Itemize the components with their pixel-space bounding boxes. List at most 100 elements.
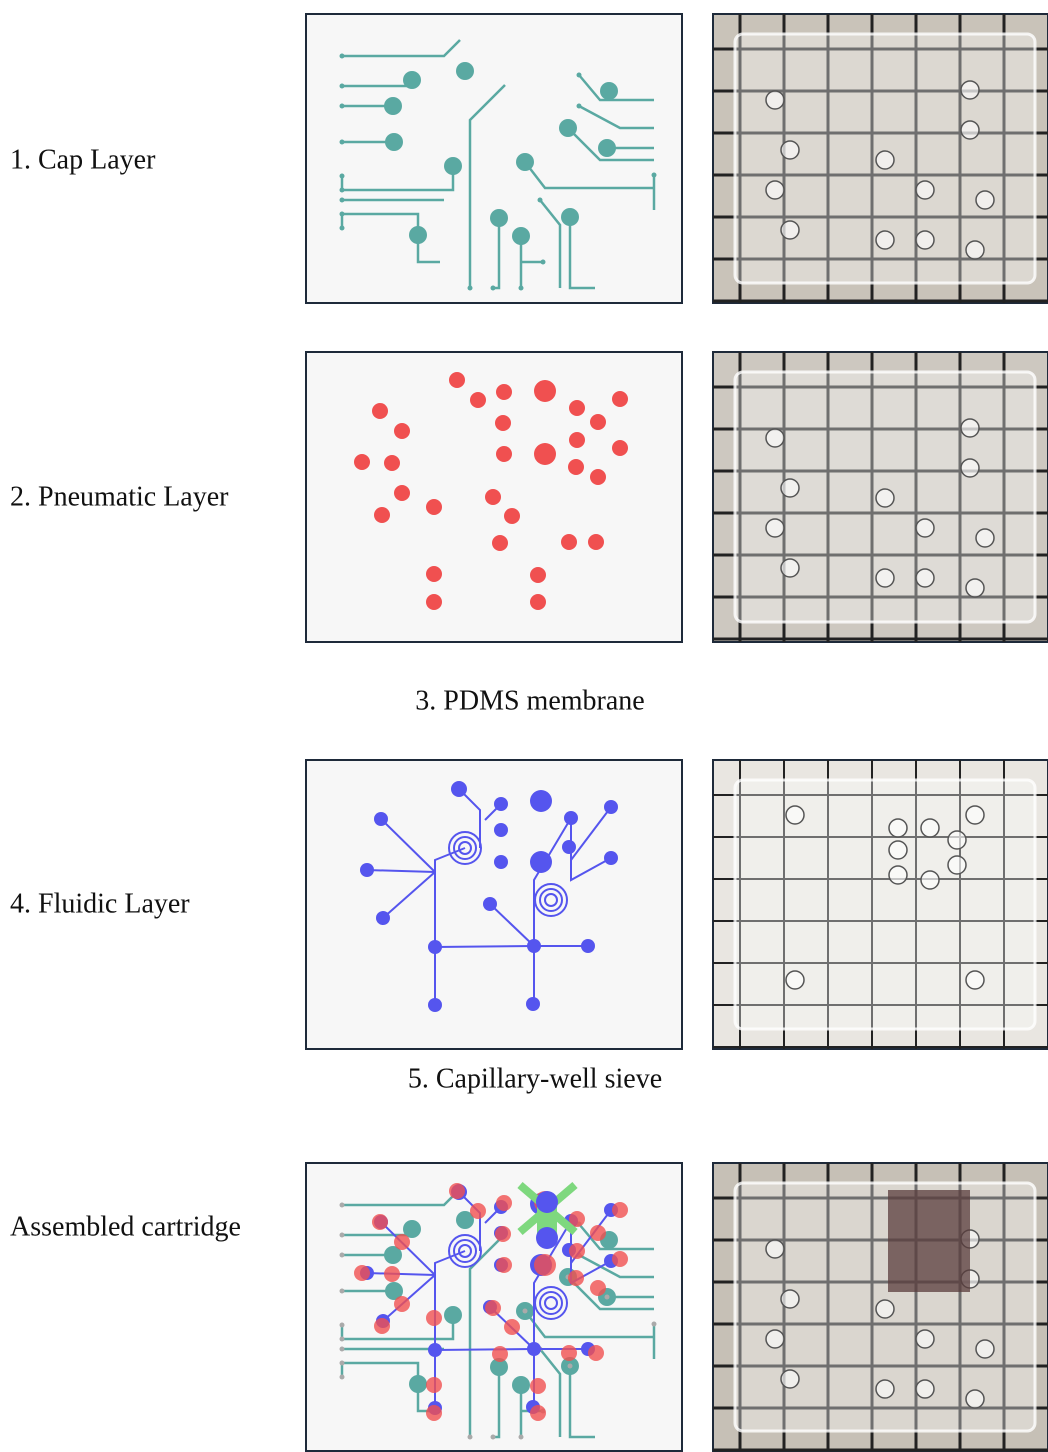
valve [612,1251,628,1267]
valve [426,499,442,515]
valve [354,454,370,470]
via [340,1361,345,1366]
chip-port [766,91,784,109]
chip-port [876,1300,894,1318]
chip-port [781,1290,799,1308]
via [652,1322,657,1327]
port [385,133,403,151]
chip-port [781,141,799,159]
figure: 1. Cap Layer 2. Pneumatic Layer 3. PDMS … [0,0,1048,1452]
via [340,1375,345,1380]
chip-port [966,579,984,597]
port [564,811,578,825]
port [444,157,462,175]
via [340,84,345,89]
photo [713,352,1048,642]
chip-port [781,559,799,577]
chip-port [876,231,894,249]
chip-port [966,971,984,989]
port [494,855,508,869]
chip-port [766,1240,784,1258]
chip-port [948,831,966,849]
port [512,227,530,245]
channel [435,946,588,947]
chip-port [921,819,939,837]
valve [590,1280,606,1296]
photo [713,760,1048,1049]
valve [470,392,486,408]
valve [534,443,556,465]
valve [496,446,512,462]
port [562,840,576,854]
via [340,140,345,145]
port [527,1342,541,1356]
valve [569,432,585,448]
valve [530,567,546,583]
port [456,62,474,80]
port [428,998,442,1012]
via [541,260,546,265]
chip-port [966,1390,984,1408]
chip-port [876,1380,894,1398]
valve [374,1318,390,1334]
chip-port [976,529,994,547]
photo [713,14,1048,303]
port [526,997,540,1011]
via [568,215,573,220]
valve [534,1254,556,1276]
via [340,212,345,217]
chip-port [766,1330,784,1348]
via [340,174,345,179]
chip-port [916,569,934,587]
chip-port [889,841,907,859]
chip-port [961,121,979,139]
via [340,1347,345,1352]
valve [470,1203,486,1219]
chip-port [876,569,894,587]
port [428,940,442,954]
via [340,1323,345,1328]
valve [372,1214,388,1230]
chip-port [921,871,939,889]
layer-label: Assembled cartridge [10,1211,241,1242]
port [451,781,467,797]
port [403,71,421,89]
valve [496,384,512,400]
via [340,1203,345,1208]
valve [426,1377,442,1393]
valve [495,415,511,431]
port [527,939,541,953]
valve [612,391,628,407]
chip-port [781,479,799,497]
valve [426,1405,442,1421]
valve [426,1310,442,1326]
port [409,226,427,244]
valve [485,489,501,505]
chip [735,780,1035,1029]
valve [492,1346,508,1362]
chip-port [889,819,907,837]
via [523,160,528,165]
via [577,73,582,78]
valve [588,534,604,550]
valve [568,459,584,475]
via [340,226,345,231]
port [483,897,497,911]
valve [561,534,577,550]
chip-port [876,489,894,507]
valve [590,414,606,430]
chip-port [766,429,784,447]
port [494,823,508,837]
port [444,1306,462,1324]
layer-label: 5. Capillary-well sieve [408,1063,662,1094]
valve [530,1378,546,1394]
via [340,198,345,203]
valve [530,1405,546,1421]
port [536,1227,558,1249]
port [530,851,552,873]
valve [534,380,556,402]
valve [485,1300,501,1316]
port [384,97,402,115]
via [605,1295,610,1300]
valve [394,1234,410,1250]
